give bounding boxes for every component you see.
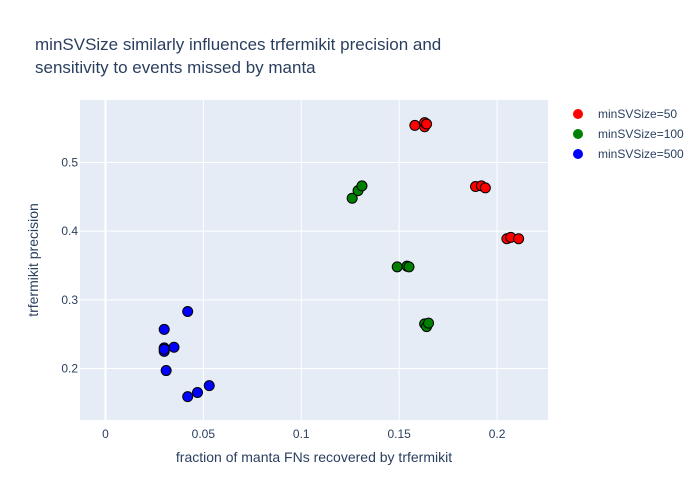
- data-point: [403, 261, 415, 273]
- data-point: [182, 391, 194, 403]
- data-point: [160, 365, 172, 377]
- legend-label: minSVSize=50: [598, 107, 677, 121]
- data-point: [479, 182, 491, 194]
- legend-marker: [573, 129, 583, 139]
- x-tick-label: 0.1: [293, 427, 310, 441]
- data-point: [191, 387, 203, 399]
- gridlines: [80, 100, 548, 420]
- y-tick-label: 0.2: [61, 361, 78, 375]
- x-tick-labels: 0 0.05 0.1 0.15 0.2: [102, 427, 506, 441]
- data-points: [158, 117, 525, 403]
- data-point: [423, 317, 435, 329]
- chart-title-line-2: sensitivity to events missed by manta: [35, 58, 316, 77]
- chart-title-line-1: minSVSize similarly influences trfermiki…: [35, 35, 441, 54]
- plot-area: [80, 100, 548, 420]
- data-point: [182, 306, 194, 318]
- data-point: [158, 343, 170, 355]
- x-tick-label: 0.05: [192, 427, 216, 441]
- data-point: [356, 180, 368, 192]
- y-tick-label: 0.5: [61, 155, 78, 169]
- x-tick-label: 0.15: [388, 427, 412, 441]
- legend-label: minSVSize=100: [598, 127, 684, 141]
- data-point: [391, 261, 403, 273]
- legend-label: minSVSize=500: [598, 147, 684, 161]
- data-point: [409, 119, 421, 131]
- data-point: [168, 341, 180, 353]
- y-tick-label: 0.4: [61, 224, 78, 238]
- data-point: [203, 380, 215, 392]
- y-axis-title: trfermikit precision: [25, 203, 41, 317]
- x-tick-label: 0.2: [489, 427, 506, 441]
- data-point: [513, 233, 525, 245]
- y-tick-label: 0.3: [61, 293, 78, 307]
- data-point: [158, 323, 170, 335]
- legend-marker: [573, 149, 583, 159]
- x-tick-label: 0: [102, 427, 109, 441]
- data-point: [346, 192, 358, 204]
- y-tick-labels: 0.2 0.3 0.4 0.5: [61, 155, 78, 375]
- x-axis-title: fraction of manta FNs recovered by trfer…: [176, 449, 452, 465]
- data-point: [421, 118, 433, 130]
- legend-marker: [573, 109, 583, 119]
- legend: minSVSize=50 minSVSize=100 minSVSize=500: [573, 107, 684, 161]
